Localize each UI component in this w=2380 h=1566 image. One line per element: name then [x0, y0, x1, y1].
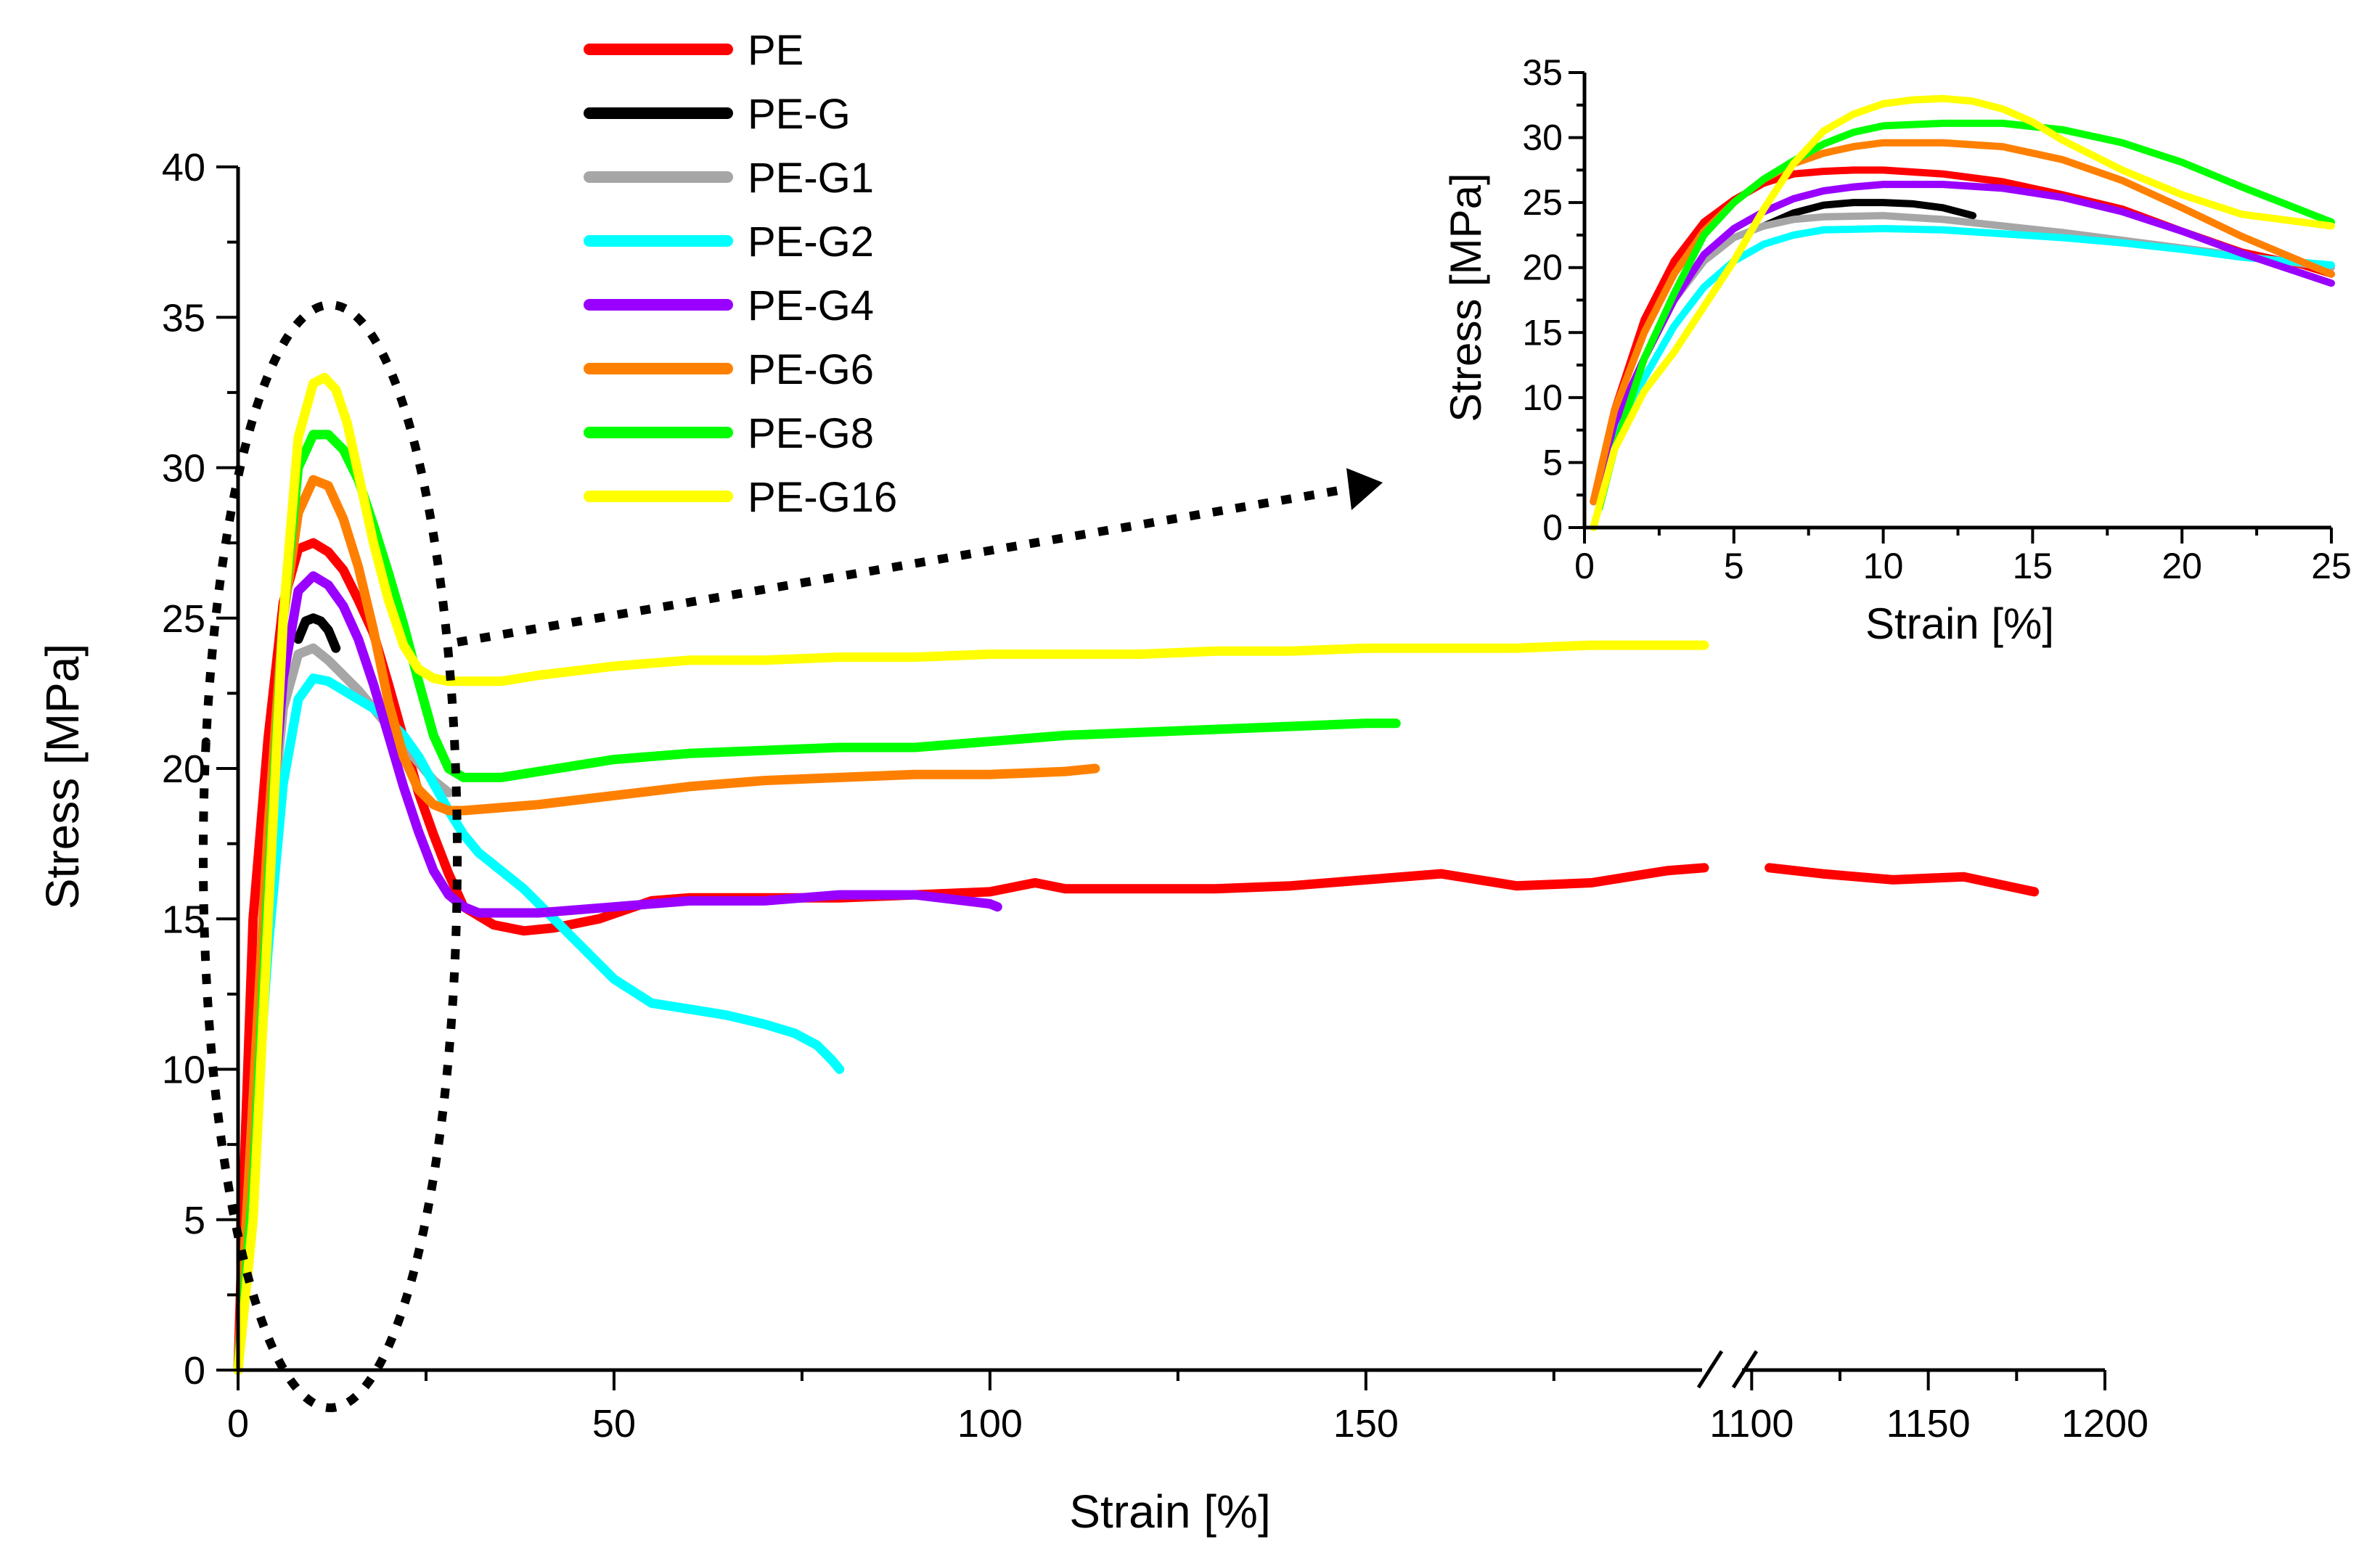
yield-region-ellipse: [199, 300, 462, 1412]
series-line-pe-g4: [233, 571, 1002, 1375]
inset-series-line-pe-g6: [1590, 139, 2335, 506]
inset-y-tick-label: 35: [1522, 52, 1563, 93]
annotations: [199, 300, 1383, 1412]
inset-y-tick-label: 20: [1522, 247, 1563, 288]
series-line-pe-g: [293, 613, 341, 653]
axis-break-mark: [1696, 1350, 1724, 1389]
series-line-pe-g16: [233, 372, 1709, 1375]
inset-series-group: [1590, 94, 2335, 531]
inset-x-tick-label: 20: [2162, 546, 2202, 586]
inset-series-line-pe-g8: [1595, 119, 2335, 512]
legend: PE PE-G PE-G1 PE-G2 PE-G4 PE-G6 PE-G8 PE-G16: [584, 27, 897, 521]
legend-label-pe-g2: PE-G2: [748, 218, 874, 266]
y-tick-label: 30: [162, 447, 205, 491]
inset-series-line-pe-g16: [1590, 94, 2335, 531]
x-tick-label: 1150: [1886, 1402, 1971, 1446]
y-tick-label: 15: [162, 898, 205, 941]
series-line-pe-after-break: [1764, 863, 2040, 897]
legend-label-pe: PE: [748, 27, 803, 74]
legend-label-pe-g: PE-G: [748, 91, 851, 138]
x-tick-label: 50: [592, 1402, 636, 1446]
inset-y-tick-label: 30: [1522, 118, 1563, 158]
y-tick-label: 0: [184, 1349, 205, 1393]
main-y-axis-title: Stress [MPa]: [36, 644, 89, 909]
main-series-group: [233, 372, 2040, 1375]
inset-y-tick-label: 15: [1522, 312, 1563, 353]
y-tick-label: 40: [162, 146, 205, 189]
inset-plot: 0 5 10 15 20 25 30 35 0 5 10 15 20 25 Strain [%] Stre…: [1442, 52, 2352, 648]
main-x-axis-title: Strain [%]: [1069, 1485, 1270, 1538]
series-line-pe: [233, 538, 1709, 1375]
inset-series-line-pe-g2: [1590, 225, 2335, 506]
inset-tick-labels: 0 5 10 15 20 25 30 35 0 5 10 15 20 25: [1522, 52, 2351, 586]
inset-y-tick-label: 0: [1542, 507, 1563, 548]
inset-y-tick-label: 25: [1522, 182, 1563, 223]
inset-y-axis-title: Stress [MPa]: [1442, 173, 1490, 422]
inset-x-axis-title: Strain [%]: [1865, 599, 2054, 648]
inset-x-tick-label: 0: [1574, 546, 1595, 586]
series-line-pe-g2: [233, 673, 845, 1375]
inset-x-tick-label: 25: [2311, 546, 2352, 586]
x-tick-label: 0: [227, 1402, 249, 1446]
y-tick-label: 25: [162, 597, 205, 641]
y-tick-label: 10: [162, 1049, 205, 1092]
x-tick-label: 100: [957, 1402, 1023, 1446]
legend-label-pe-g1: PE-G1: [748, 155, 874, 202]
legend-label-pe-g16: PE-G16: [748, 474, 897, 521]
inset-x-tick-label: 15: [2013, 546, 2053, 586]
y-tick-label: 20: [162, 747, 205, 791]
inset-y-tick-label: 10: [1522, 377, 1563, 418]
y-tick-label: 35: [162, 296, 205, 340]
inset-pointer-arrowhead: [1346, 468, 1383, 510]
inset-x-tick-label: 5: [1724, 546, 1744, 586]
y-tick-label: 5: [184, 1199, 205, 1242]
axis-break-mark: [1731, 1350, 1759, 1389]
legend-label-pe-g6: PE-G6: [748, 346, 874, 393]
inset-series-line-pe-g: [1760, 199, 1977, 230]
legend-label-pe-g8: PE-G8: [748, 410, 874, 457]
inset-y-tick-label: 5: [1542, 442, 1563, 483]
series-line-pe-g6: [233, 475, 1100, 1375]
x-tick-label: 1200: [2061, 1402, 2148, 1446]
x-tick-label: 1100: [1709, 1402, 1794, 1446]
inset-x-tick-label: 10: [1863, 546, 1904, 586]
legend-label-pe-g4: PE-G4: [748, 282, 874, 329]
inset-pointer-arrow: [456, 485, 1344, 647]
x-tick-label: 150: [1333, 1402, 1399, 1446]
